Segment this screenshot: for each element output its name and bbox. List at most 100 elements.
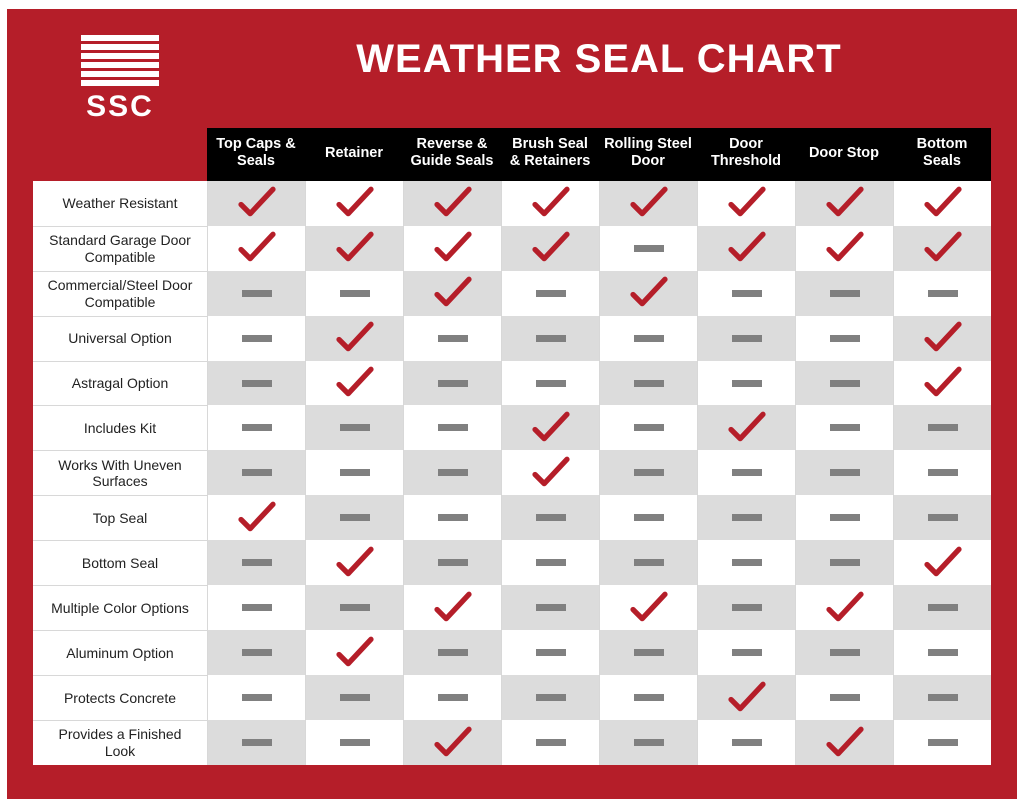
- cell: [403, 405, 501, 450]
- check-icon: [532, 456, 570, 490]
- cell: [305, 540, 403, 585]
- dash-icon: [830, 559, 860, 566]
- dash-icon: [830, 649, 860, 656]
- cell: [403, 316, 501, 361]
- dash-icon: [928, 694, 958, 701]
- dash-icon: [340, 469, 370, 476]
- cell: [501, 405, 599, 450]
- check-icon: [336, 636, 374, 670]
- dash-icon: [732, 649, 762, 656]
- check-icon: [826, 726, 864, 760]
- cell: [207, 316, 305, 361]
- check-icon: [532, 186, 570, 220]
- row-label: Bottom Seal: [33, 540, 207, 585]
- check-icon: [238, 231, 276, 265]
- dash-icon: [634, 469, 664, 476]
- row-label: Provides a Finished Look: [33, 720, 207, 765]
- dash-icon: [536, 514, 566, 521]
- cell: [795, 675, 893, 720]
- dash-icon: [340, 290, 370, 297]
- cell: [207, 361, 305, 406]
- check-icon: [336, 366, 374, 400]
- check-icon: [238, 186, 276, 220]
- check-icon: [630, 591, 668, 625]
- dash-icon: [536, 694, 566, 701]
- cell: [893, 675, 991, 720]
- cell: [403, 720, 501, 765]
- column-header: Top Caps & Seals: [207, 128, 305, 181]
- dash-icon: [242, 469, 272, 476]
- cell: [795, 181, 893, 226]
- cell: [207, 540, 305, 585]
- check-icon: [630, 186, 668, 220]
- cell: [403, 271, 501, 316]
- cell: [501, 720, 599, 765]
- dash-icon: [634, 424, 664, 431]
- row-label: Universal Option: [33, 316, 207, 361]
- dash-icon: [928, 514, 958, 521]
- cell: [893, 540, 991, 585]
- cell: [599, 450, 697, 495]
- dash-icon: [928, 739, 958, 746]
- table-row: Multiple Color Options: [33, 585, 991, 630]
- cell: [501, 450, 599, 495]
- dash-icon: [438, 559, 468, 566]
- cell: [501, 630, 599, 675]
- cell: [795, 316, 893, 361]
- dash-icon: [732, 559, 762, 566]
- dash-icon: [340, 604, 370, 611]
- table-row: Commercial/Steel Door Compatible: [33, 271, 991, 316]
- dash-icon: [634, 380, 664, 387]
- cell: [207, 226, 305, 271]
- cell: [207, 181, 305, 226]
- dash-icon: [634, 739, 664, 746]
- cell: [893, 361, 991, 406]
- cell: [697, 720, 795, 765]
- row-label: Multiple Color Options: [33, 585, 207, 630]
- row-label: Astragal Option: [33, 361, 207, 406]
- dash-icon: [242, 290, 272, 297]
- cell: [795, 450, 893, 495]
- cell: [403, 540, 501, 585]
- table-row: Includes Kit: [33, 405, 991, 450]
- logo-bars-icon: [81, 35, 159, 86]
- dash-icon: [830, 694, 860, 701]
- cell: [501, 181, 599, 226]
- cell: [795, 630, 893, 675]
- cell: [893, 720, 991, 765]
- dash-icon: [340, 514, 370, 521]
- table-row: Universal Option: [33, 316, 991, 361]
- table-row: Astragal Option: [33, 361, 991, 406]
- dash-icon: [732, 514, 762, 521]
- cell: [893, 181, 991, 226]
- cell: [697, 630, 795, 675]
- dash-icon: [928, 424, 958, 431]
- row-label: Commercial/Steel Door Compatible: [33, 271, 207, 316]
- cell: [697, 585, 795, 630]
- cell: [501, 226, 599, 271]
- header-row: SSC WEATHER SEAL CHART: [33, 31, 991, 128]
- dash-icon: [830, 514, 860, 521]
- table-row: Bottom Seal: [33, 540, 991, 585]
- check-icon: [728, 231, 766, 265]
- column-header: Retainer: [305, 128, 403, 181]
- column-header: Door Stop: [795, 128, 893, 181]
- dash-icon: [732, 739, 762, 746]
- cell: [501, 361, 599, 406]
- check-icon: [728, 186, 766, 220]
- row-label: Standard Garage Door Compatible: [33, 226, 207, 271]
- cell: [305, 630, 403, 675]
- dash-icon: [536, 290, 566, 297]
- check-icon: [728, 681, 766, 715]
- cell: [403, 585, 501, 630]
- dash-icon: [732, 469, 762, 476]
- dash-icon: [438, 424, 468, 431]
- check-icon: [924, 231, 962, 265]
- check-icon: [434, 591, 472, 625]
- dash-icon: [438, 335, 468, 342]
- cell: [795, 495, 893, 540]
- row-label: Protects Concrete: [33, 675, 207, 720]
- dash-icon: [242, 335, 272, 342]
- column-header: Rolling Steel Door: [599, 128, 697, 181]
- cell: [697, 675, 795, 720]
